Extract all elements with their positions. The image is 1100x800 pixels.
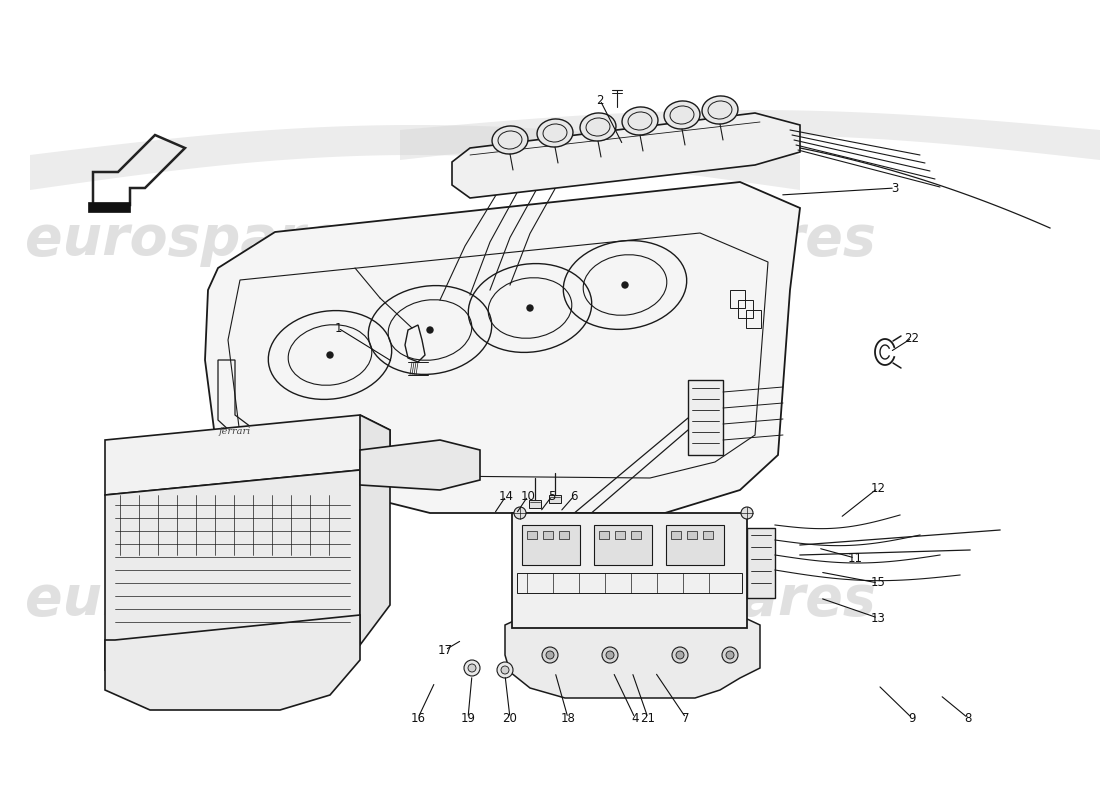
Circle shape — [726, 651, 734, 659]
Circle shape — [672, 647, 688, 663]
Circle shape — [722, 647, 738, 663]
Bar — [615, 531, 625, 539]
Circle shape — [327, 352, 333, 358]
Bar — [747, 528, 776, 598]
Text: 6: 6 — [570, 490, 578, 502]
Circle shape — [606, 651, 614, 659]
Text: 20: 20 — [503, 711, 517, 725]
Polygon shape — [452, 113, 800, 198]
Circle shape — [602, 647, 618, 663]
Polygon shape — [104, 615, 360, 710]
Text: 17: 17 — [438, 643, 452, 657]
Text: 9: 9 — [909, 711, 915, 725]
Bar — [512, 513, 747, 628]
Polygon shape — [400, 110, 1100, 160]
Circle shape — [497, 662, 513, 678]
Ellipse shape — [702, 96, 738, 124]
Circle shape — [427, 327, 433, 333]
Bar — [594, 525, 652, 565]
Bar — [666, 525, 724, 565]
Text: 1: 1 — [334, 322, 342, 334]
Text: eurospares: eurospares — [525, 573, 876, 627]
Bar — [522, 525, 580, 565]
Text: 5: 5 — [548, 490, 556, 502]
Text: 11: 11 — [847, 551, 862, 565]
Text: 13: 13 — [870, 611, 886, 625]
Text: 3: 3 — [891, 182, 899, 194]
Text: 10: 10 — [520, 490, 536, 502]
Polygon shape — [549, 495, 561, 503]
Text: 8: 8 — [965, 711, 971, 725]
Bar — [631, 531, 641, 539]
Text: 4: 4 — [631, 711, 639, 725]
Text: 21: 21 — [640, 711, 656, 725]
Bar — [543, 531, 553, 539]
Circle shape — [546, 651, 554, 659]
Text: 12: 12 — [870, 482, 886, 494]
Bar — [703, 531, 713, 539]
Polygon shape — [104, 470, 360, 670]
Text: 2: 2 — [596, 94, 604, 106]
Text: 18: 18 — [561, 711, 575, 725]
Ellipse shape — [621, 107, 658, 135]
Circle shape — [464, 660, 480, 676]
Bar — [527, 531, 537, 539]
Polygon shape — [360, 415, 390, 645]
Bar — [671, 531, 681, 539]
Text: 22: 22 — [904, 331, 920, 345]
Text: 7: 7 — [682, 711, 690, 725]
Text: eurospares: eurospares — [24, 213, 375, 267]
Ellipse shape — [664, 101, 700, 129]
Bar — [517, 573, 743, 593]
Circle shape — [527, 305, 534, 311]
Polygon shape — [104, 415, 390, 495]
Text: 15: 15 — [870, 577, 886, 590]
Bar — [688, 380, 723, 455]
Bar — [600, 531, 609, 539]
Circle shape — [468, 664, 476, 672]
Polygon shape — [88, 202, 130, 212]
Circle shape — [514, 507, 526, 519]
Text: 19: 19 — [461, 711, 475, 725]
Circle shape — [676, 651, 684, 659]
Text: eurospares: eurospares — [525, 213, 876, 267]
Bar — [559, 531, 569, 539]
Circle shape — [500, 666, 509, 674]
Bar — [688, 531, 697, 539]
Text: 14: 14 — [498, 490, 514, 502]
Polygon shape — [30, 125, 800, 190]
Circle shape — [741, 507, 754, 519]
Circle shape — [542, 647, 558, 663]
Circle shape — [621, 282, 628, 288]
Polygon shape — [205, 182, 800, 513]
Ellipse shape — [537, 119, 573, 147]
Text: 16: 16 — [410, 711, 426, 725]
Text: ferrari: ferrari — [219, 427, 251, 437]
Polygon shape — [529, 500, 541, 508]
Ellipse shape — [492, 126, 528, 154]
Text: eurospares: eurospares — [24, 573, 375, 627]
Ellipse shape — [580, 113, 616, 141]
Polygon shape — [505, 618, 760, 698]
Polygon shape — [360, 440, 480, 490]
